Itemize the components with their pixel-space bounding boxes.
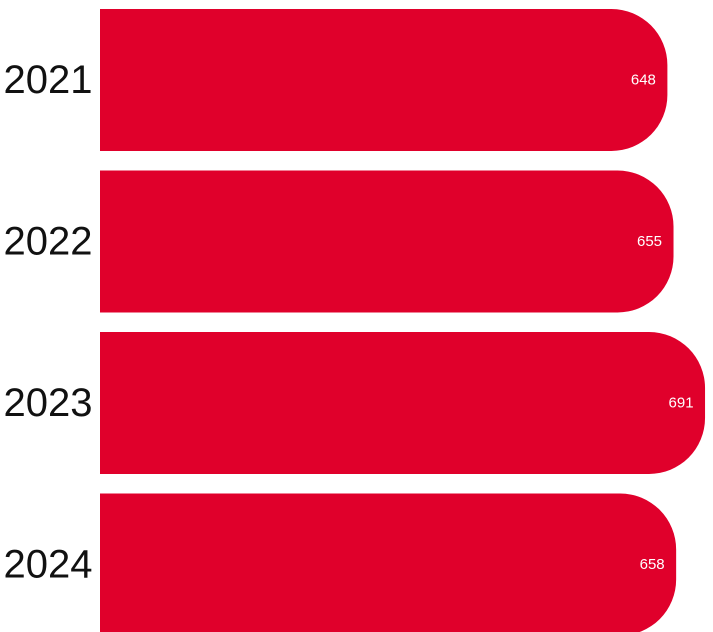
value-label-2021: 648: [631, 72, 656, 89]
category-label-2024: 2024: [4, 543, 93, 587]
value-label-2022: 655: [637, 233, 662, 250]
value-label-2023: 691: [669, 395, 694, 412]
bar-2021: [100, 9, 668, 151]
bar-2022: [100, 170, 674, 313]
category-label-2023: 2023: [4, 381, 93, 425]
labels-layer: 2021 648 2022 655 2023 691 2024 658: [4, 58, 694, 587]
bar-2023: [100, 332, 706, 474]
category-label-2022: 2022: [4, 220, 93, 264]
bars-layer: [100, 9, 706, 632]
value-label-2024: 658: [640, 556, 665, 573]
category-label-2021: 2021: [4, 58, 93, 102]
bar-2024: [100, 493, 677, 632]
